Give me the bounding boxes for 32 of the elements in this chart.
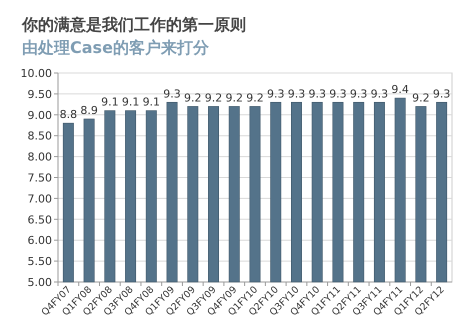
- data-label: 9.2: [184, 91, 202, 104]
- y-tick-label: 9.50: [28, 88, 52, 101]
- y-tick-label: 7.00: [28, 192, 52, 206]
- data-label: 9.3: [266, 87, 284, 100]
- data-label: 9.2: [412, 91, 430, 104]
- chart-subtitle: 由处理Case的客户来打分: [22, 38, 210, 57]
- data-label: 9.2: [246, 91, 264, 104]
- data-label: 9.3: [288, 87, 306, 100]
- data-label: 8.8: [60, 108, 78, 122]
- data-label: 9.3: [308, 87, 326, 100]
- data-label: 9.3: [432, 87, 450, 100]
- data-label: 9.3: [329, 87, 347, 100]
- data-label: 9.3: [370, 87, 388, 100]
- data-label: 9.1: [142, 96, 160, 109]
- y-tick-label: 5.50: [28, 255, 52, 268]
- data-label: 9.1: [101, 96, 119, 109]
- data-label: 9.2: [226, 91, 244, 104]
- y-tick-label: 9.00: [28, 108, 52, 122]
- y-tick-label: 7.50: [28, 172, 52, 184]
- y-tick-label: 5.00: [28, 276, 52, 289]
- y-tick-label: 8.50: [28, 130, 52, 143]
- data-label: 9.3: [163, 87, 181, 100]
- data-label: 8.9: [80, 104, 98, 117]
- y-tick-label: 6.00: [28, 234, 52, 248]
- y-tick-label: 6.50: [28, 213, 52, 226]
- data-label: 9.2: [204, 91, 222, 104]
- data-label: 9.4: [391, 83, 409, 96]
- chart-title: 你的满意是我们工作的第一原则: [21, 15, 246, 34]
- y-tick-label: 10.00: [20, 67, 52, 80]
- y-tick-label: 8.00: [28, 150, 52, 164]
- data-label: 9.1: [122, 96, 140, 109]
- data-label: 9.3: [350, 87, 368, 100]
